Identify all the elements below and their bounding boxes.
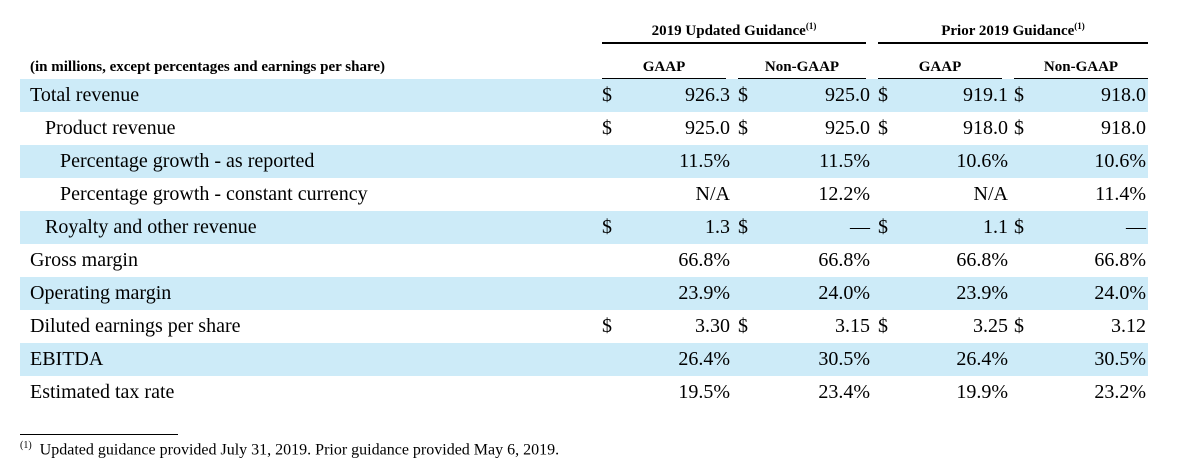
- cell-gaap-updated: 11.5%: [679, 150, 730, 172]
- currency-symbol: $: [602, 315, 612, 337]
- cell-nongaap-updated: 12.2%: [818, 183, 870, 205]
- cell-gaap-prior: 1.1: [983, 216, 1008, 238]
- currency-symbol: $: [1014, 117, 1024, 139]
- currency-symbol: $: [602, 84, 612, 106]
- column-header-gaap-updated: GAAP: [602, 56, 726, 80]
- cell-nongaap-prior: 11.4%: [1095, 183, 1146, 205]
- cell-gaap-prior: 3.25: [973, 315, 1008, 337]
- row-label: Diluted earnings per share: [30, 315, 241, 337]
- column-header-gaap-prior: GAAP: [878, 56, 1002, 80]
- cell-gaap-prior: 10.6%: [956, 150, 1008, 172]
- guidance-table: Total revenue $926.3 $925.0 $919.1 $918.0 Pro…: [20, 79, 1148, 409]
- currency-symbol: $: [738, 117, 748, 139]
- cell-gaap-prior: 66.8%: [956, 249, 1008, 271]
- footnote-marker: (1): [20, 440, 32, 451]
- cell-nongaap-updated: 30.5%: [818, 348, 870, 370]
- table-row: Total revenue $926.3 $925.0 $919.1 $918.0: [20, 79, 1148, 112]
- cell-nongaap-prior: 23.2%: [1094, 381, 1146, 403]
- currency-symbol: $: [1014, 216, 1024, 238]
- group-header-updated-label: 2019 Updated Guidance: [651, 23, 806, 39]
- cell-gaap-updated: 925.0: [685, 117, 730, 139]
- row-label: Operating margin: [30, 282, 172, 304]
- currency-symbol: $: [738, 315, 748, 337]
- currency-symbol: $: [1014, 84, 1024, 106]
- row-label: Percentage growth - constant currency: [60, 183, 368, 205]
- cell-gaap-prior: 23.9%: [956, 282, 1008, 304]
- cell-nongaap-prior: 10.6%: [1094, 150, 1146, 172]
- currency-symbol: $: [738, 84, 748, 106]
- table-row: Percentage growth - constant currency N/A…: [20, 178, 1148, 211]
- currency-symbol: $: [878, 315, 888, 337]
- currency-symbol: $: [602, 117, 612, 139]
- column-header-nongaap-prior: Non-GAAP: [1014, 56, 1148, 80]
- row-label: Royalty and other revenue: [45, 216, 257, 238]
- units-label: (in millions, except percentages and ear…: [30, 59, 385, 75]
- group-header-prior-guidance: Prior 2019 Guidance(1): [878, 20, 1148, 44]
- cell-gaap-updated: 1.3: [705, 216, 730, 238]
- cell-gaap-prior: 918.0: [963, 117, 1008, 139]
- row-label: EBITDA: [30, 348, 104, 370]
- footnote-text: Updated guidance provided July 31, 2019.…: [39, 441, 560, 459]
- column-header-nongaap-updated: Non-GAAP: [738, 56, 866, 80]
- currency-symbol: $: [602, 216, 612, 238]
- cell-nongaap-prior: —: [1126, 216, 1146, 238]
- footnote-ref: (1): [805, 21, 817, 31]
- table-row: Estimated tax rate 19.5% 23.4% 19.9% 23.2%: [20, 376, 1148, 409]
- currency-symbol: $: [738, 216, 748, 238]
- footnote: (1) Updated guidance provided July 31, 20…: [20, 440, 559, 459]
- row-label: Product revenue: [45, 117, 176, 139]
- row-label: Total revenue: [30, 84, 140, 106]
- table-row: Operating margin 23.9% 24.0% 23.9% 24.0%: [20, 277, 1148, 310]
- cell-nongaap-prior: 918.0: [1101, 117, 1146, 139]
- row-label: Gross margin: [30, 249, 138, 271]
- cell-gaap-prior: 19.9%: [956, 381, 1008, 403]
- cell-nongaap-prior: 918.0: [1101, 84, 1146, 106]
- cell-gaap-updated: 19.5%: [678, 381, 730, 403]
- table-row: EBITDA 26.4% 30.5% 26.4% 30.5%: [20, 343, 1148, 376]
- table-row: Percentage growth - as reported 11.5% 11.5…: [20, 145, 1148, 178]
- cell-nongaap-updated: 925.0: [825, 117, 870, 139]
- table-row: Product revenue $925.0 $925.0 $918.0 $918.0: [20, 112, 1148, 145]
- table-row: Royalty and other revenue $1.3 $ — $1.1 $ —: [20, 211, 1148, 244]
- cell-gaap-updated: N/A: [695, 183, 730, 205]
- cell-gaap-prior: 26.4%: [956, 348, 1008, 370]
- cell-nongaap-updated: 23.4%: [818, 381, 870, 403]
- cell-nongaap-prior: 24.0%: [1094, 282, 1146, 304]
- cell-gaap-updated: 26.4%: [678, 348, 730, 370]
- cell-nongaap-updated: 3.15: [835, 315, 870, 337]
- currency-symbol: $: [878, 216, 888, 238]
- group-header-updated-guidance: 2019 Updated Guidance(1): [602, 20, 866, 44]
- cell-nongaap-updated: 66.8%: [818, 249, 870, 271]
- cell-gaap-updated: 66.8%: [678, 249, 730, 271]
- cell-nongaap-prior: 66.8%: [1094, 249, 1146, 271]
- cell-nongaap-updated: 925.0: [825, 84, 870, 106]
- table-row: Diluted earnings per share $3.30 $3.15 $3.2…: [20, 310, 1148, 343]
- footnote-rule: [20, 434, 178, 435]
- row-label: Percentage growth - as reported: [60, 150, 315, 172]
- cell-gaap-updated: 926.3: [685, 84, 730, 106]
- group-header-prior-label: Prior 2019 Guidance: [941, 23, 1075, 39]
- cell-gaap-updated: 23.9%: [678, 282, 730, 304]
- table-row: Gross margin 66.8% 66.8% 66.8% 66.8%: [20, 244, 1148, 277]
- currency-symbol: $: [878, 84, 888, 106]
- cell-gaap-prior: N/A: [973, 183, 1008, 205]
- cell-nongaap-updated: 11.5%: [819, 150, 870, 172]
- cell-gaap-updated: 3.30: [695, 315, 730, 337]
- currency-symbol: $: [878, 117, 888, 139]
- cell-nongaap-prior: 30.5%: [1094, 348, 1146, 370]
- footnote-ref: (1): [1074, 21, 1085, 31]
- cell-nongaap-prior: 3.12: [1111, 315, 1146, 337]
- cell-nongaap-updated: —: [850, 216, 870, 238]
- currency-symbol: $: [1014, 315, 1024, 337]
- cell-gaap-prior: 919.1: [963, 84, 1008, 106]
- cell-nongaap-updated: 24.0%: [818, 282, 870, 304]
- row-label: Estimated tax rate: [30, 381, 175, 403]
